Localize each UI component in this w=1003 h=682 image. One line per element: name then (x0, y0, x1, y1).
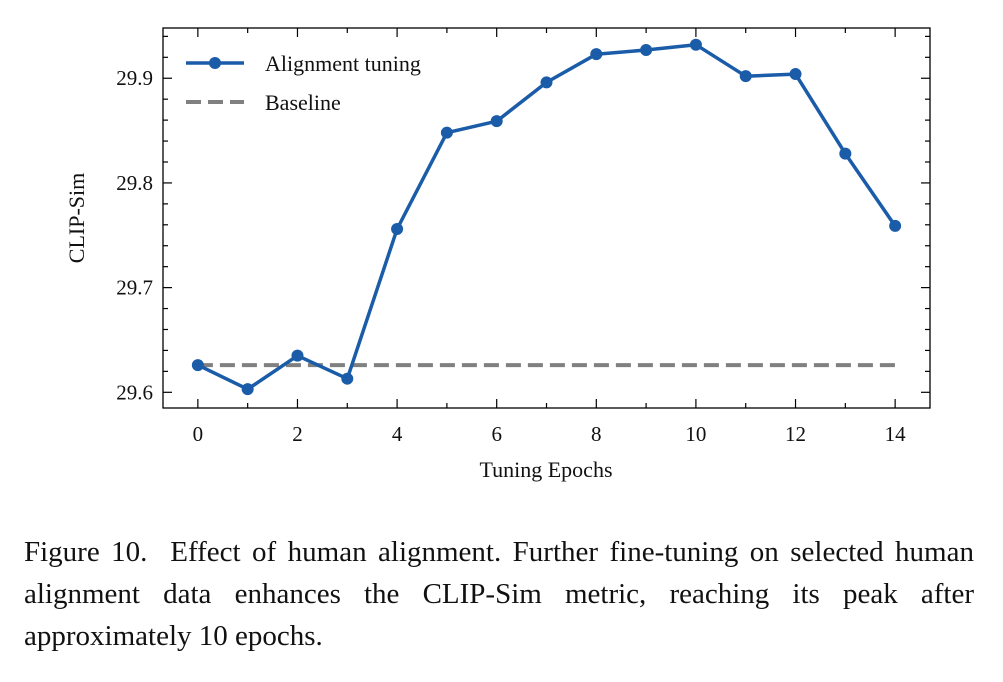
y-tick-label: 29.8 (116, 171, 153, 195)
line-chart: 0 2 4 6 8 10 12 14 29.6 29.7 29.8 29.9 Tuning Epoch… (64, 27, 931, 482)
caption-label: Figure 10. (24, 536, 148, 568)
figure-caption: Figure 10. Effect of human alignment. Fu… (24, 531, 974, 657)
x-tick-label: 0 (193, 422, 204, 446)
data-point (789, 68, 802, 81)
plot-frame (162, 27, 931, 409)
legend: Alignment tuning Baseline (186, 51, 421, 115)
x-tick-label: 2 (292, 422, 303, 446)
legend-label-alignment-tuning: Alignment tuning (265, 51, 421, 76)
x-tick-label: 12 (785, 422, 806, 446)
y-tick-label: 29.6 (116, 380, 153, 404)
axis-ticks (163, 28, 930, 408)
y-tick-label: 29.7 (116, 276, 153, 300)
x-tick-label: 8 (591, 422, 602, 446)
data-point (191, 359, 204, 372)
y-tick-label: 29.9 (116, 66, 153, 90)
data-point (640, 43, 653, 56)
data-point (590, 48, 603, 61)
y-axis-label: CLIP-Sim (64, 173, 89, 263)
data-point (490, 115, 503, 128)
legend-label-baseline: Baseline (265, 90, 341, 115)
data-point (739, 70, 752, 83)
x-tick-label: 14 (885, 422, 907, 446)
x-axis-label: Tuning Epochs (479, 457, 612, 482)
tick-labels: 0 2 4 6 8 10 12 14 29.6 29.7 29.8 29.9 (116, 66, 906, 446)
x-tick-label: 10 (685, 422, 706, 446)
data-point (391, 222, 404, 235)
chart-figure: 0 2 4 6 8 10 12 14 29.6 29.7 29.8 29.9 Tuning Epoch… (64, 27, 931, 482)
x-tick-label: 4 (392, 422, 403, 446)
data-point (341, 372, 354, 385)
data-point (241, 383, 254, 396)
series-layer (191, 38, 902, 396)
caption-text: Effect of human alignment. Further fine-… (24, 536, 974, 652)
plot-area (163, 28, 930, 408)
data-point (540, 76, 553, 89)
data-point (440, 126, 453, 139)
data-point (889, 219, 902, 232)
data-point (839, 147, 852, 160)
data-point (291, 349, 304, 362)
legend-marker-alignment-tuning (209, 57, 221, 69)
data-point (689, 38, 702, 51)
x-tick-label: 6 (491, 422, 502, 446)
